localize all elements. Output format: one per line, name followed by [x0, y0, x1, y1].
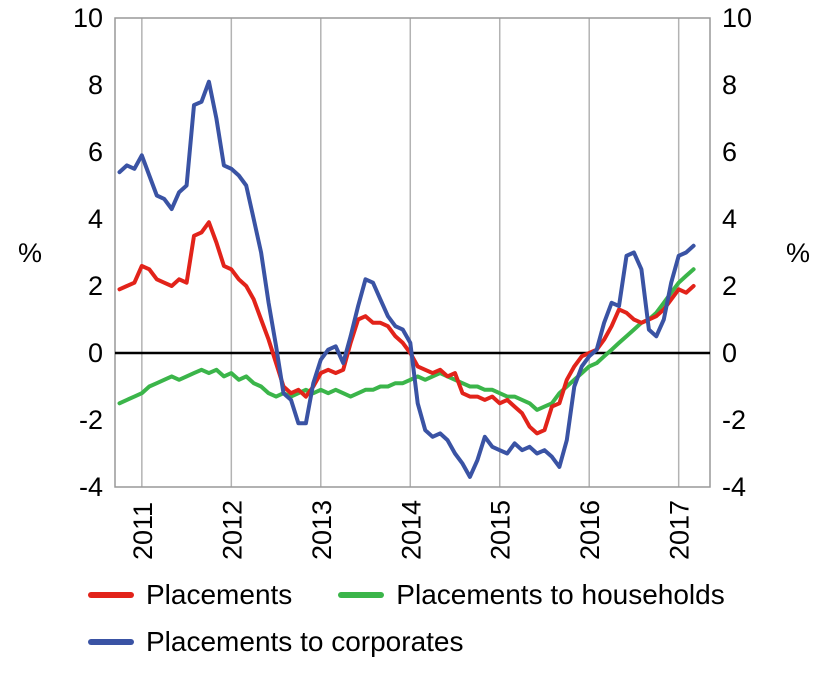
legend-item: Placements to households	[338, 579, 725, 611]
chart-canvas: -4 -4 -2 -2 0 0 2 2 4 4 6 6 8 8 10 10 2011 2012 2013 2014 20…	[73, 3, 752, 560]
y-axis-label-left: %	[18, 238, 43, 268]
legend-label: Placements to corporates	[146, 625, 464, 657]
y-tick-label-left: 0	[88, 338, 103, 368]
legend-line-marker	[88, 592, 134, 599]
series-line-placements-to-corporates	[117, 79, 696, 479]
x-tick-label: 2014	[396, 500, 426, 560]
y-tick-label-left: -2	[79, 405, 103, 435]
chart-legend: Placements Placements to households Placem…	[88, 579, 748, 658]
x-tick-label: 2016	[575, 500, 605, 560]
y-tick-label-left: -4	[79, 472, 103, 502]
y-tick-label-right: 4	[722, 204, 737, 234]
x-tick-label: 2011	[128, 502, 158, 560]
legend-line-marker	[88, 639, 134, 646]
y-tick-label-left: 8	[88, 70, 103, 100]
y-tick-label-right: -2	[722, 405, 746, 435]
y-tick-label-left: 6	[88, 137, 103, 167]
legend-label: Placements to households	[396, 579, 725, 610]
x-tick-label: 2017	[665, 500, 695, 560]
y-tick-label-left: 10	[73, 3, 103, 33]
legend-item: Placements to corporates	[88, 625, 464, 658]
y-tick-label-right: 2	[722, 271, 737, 301]
legend-line-marker	[338, 592, 385, 599]
y-tick-label-right: 0	[722, 338, 737, 368]
y-tick-label-right: 6	[722, 137, 737, 167]
y-tick-label-left: 4	[88, 204, 103, 234]
x-tick-label: 2012	[217, 500, 247, 560]
plot-border	[114, 17, 711, 488]
y-tick-label-right: 10	[722, 3, 752, 33]
y-tick-label-left: 2	[88, 271, 103, 301]
y-tick-label-right: -4	[722, 472, 746, 502]
y-tick-label-right: 8	[722, 70, 737, 100]
series-line-placements-to-households	[117, 267, 696, 412]
x-tick-label: 2015	[486, 500, 516, 560]
legend-label: Placements	[146, 579, 293, 610]
x-tick-label: 2013	[307, 500, 337, 560]
legend-item: Placements	[88, 579, 293, 611]
series-line-placements	[117, 220, 696, 436]
y-axis-label-right: %	[786, 238, 811, 268]
